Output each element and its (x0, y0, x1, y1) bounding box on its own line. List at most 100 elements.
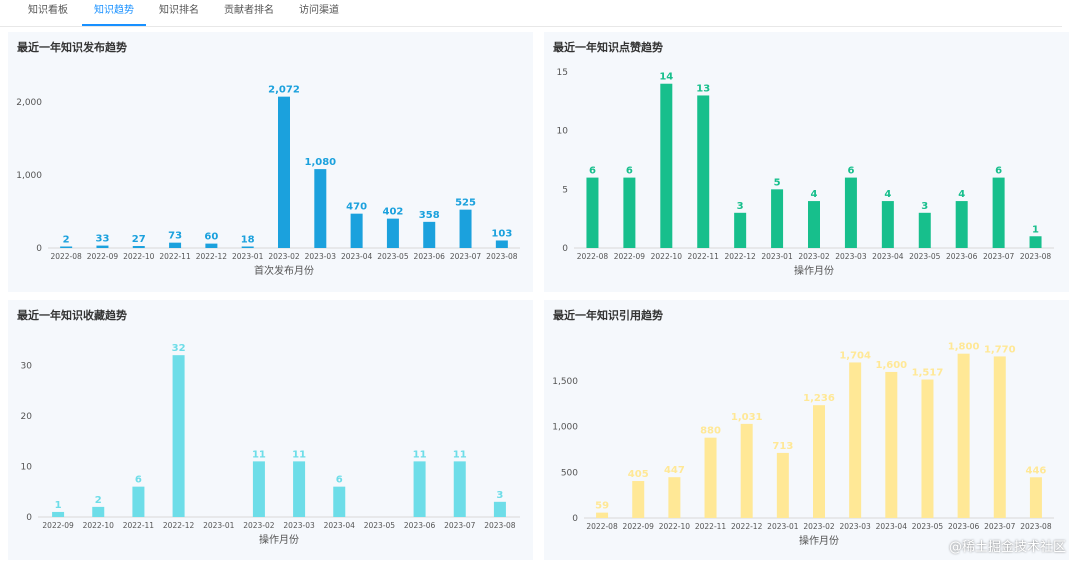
data-label: 6 (626, 166, 633, 177)
bar (849, 362, 862, 518)
data-label: 2 (63, 235, 70, 246)
x-tick-label: 2023-04 (324, 521, 356, 530)
bar (278, 96, 290, 248)
bar (740, 423, 753, 518)
tab-knowledge-board[interactable]: 知识看板 (28, 5, 68, 16)
data-label: 13 (696, 83, 710, 94)
y-tick-label: 10 (557, 127, 569, 137)
x-tick-label: 2023-07 (450, 252, 482, 261)
y-tick-label: 30 (21, 361, 33, 371)
bar (413, 461, 426, 517)
x-tick-label: 2023-05 (364, 521, 396, 530)
y-tick-label: 500 (561, 468, 578, 478)
y-tick-label: 10 (21, 462, 33, 472)
data-label: 60 (204, 232, 218, 243)
chart-title: 最近一年知识点赞趋势 (553, 41, 663, 54)
bar (459, 209, 472, 248)
x-tick-label: 2023-07 (983, 252, 1015, 261)
tab-knowledge-ranking[interactable]: 知识排名 (159, 5, 199, 16)
x-tick-label: 2023-05 (377, 252, 409, 261)
x-tick-label: 2023-08 (1020, 252, 1052, 261)
favorite-trend-chart: 0 10 20 30 1 2022-09 2 2022-10 6 2022-11 32 2022-12… (21, 343, 520, 546)
bar (776, 452, 789, 518)
data-label: 6 (135, 475, 142, 486)
bar (596, 512, 609, 518)
bar (241, 246, 254, 248)
tab-bar: 知识看板 知识趋势 知识排名 贡献者排名 访问渠道 (0, 0, 1062, 27)
data-label: 2,072 (268, 85, 300, 96)
x-axis-label: 操作月份 (259, 533, 299, 546)
x-tick-label: 2023-02 (268, 252, 300, 261)
x-tick-label: 2023-08 (486, 252, 518, 261)
bar (92, 506, 105, 517)
x-axis-label: 首次发布月份 (254, 264, 314, 277)
bar (1029, 477, 1042, 518)
bar (623, 177, 636, 248)
x-tick-label: 2022-08 (586, 522, 618, 531)
data-label: 1,517 (912, 368, 944, 379)
data-label: 713 (772, 441, 793, 452)
tab-access-channel[interactable]: 访问渠道 (299, 5, 339, 16)
x-tick-label: 2022-12 (196, 252, 228, 261)
bar (992, 177, 1005, 248)
x-tick-label: 2022-10 (83, 521, 115, 530)
x-tick-label: 2023-06 (414, 252, 446, 261)
data-label: 1,236 (803, 393, 835, 404)
data-label: 1 (1032, 224, 1039, 235)
bar (493, 501, 506, 517)
data-label: 525 (455, 198, 476, 209)
data-label: 470 (346, 202, 367, 213)
data-label: 6 (589, 166, 596, 177)
data-label: 11 (453, 449, 467, 460)
data-label: 59 (595, 501, 609, 512)
data-label: 4 (958, 189, 965, 200)
tab-contributor-ranking[interactable]: 贡献者排名 (224, 5, 274, 16)
bar (350, 213, 363, 248)
x-tick-label: 2023-04 (876, 522, 908, 531)
bar (697, 95, 710, 248)
x-tick-label: 2022-09 (614, 252, 646, 261)
y-tick-label: 0 (26, 513, 32, 523)
x-tick-label: 2023-06 (404, 521, 436, 530)
x-tick-label: 2022-11 (159, 252, 191, 261)
bar (771, 189, 784, 248)
x-tick-label: 2023-01 (767, 522, 799, 531)
x-axis-label: 操作月份 (799, 534, 839, 547)
data-label: 11 (252, 449, 266, 460)
bar (955, 201, 968, 248)
data-label: 2 (95, 495, 102, 506)
x-tick-label: 2023-05 (909, 252, 941, 261)
x-tick-label: 2023-03 (835, 252, 867, 261)
data-label: 3 (737, 201, 744, 212)
x-tick-label: 2023-07 (444, 521, 476, 530)
bar (495, 240, 508, 248)
data-label: 3 (921, 201, 928, 212)
data-label: 14 (659, 72, 673, 83)
chart-panel-reference: 最近一年知识引用趋势 0 500 1,000 1,500 59 2022-08 405 202… (544, 300, 1069, 560)
data-label: 402 (382, 207, 403, 218)
reference-trend-chart: 0 500 1,000 1,500 59 2022-08 405 2022-09 447 2022… (552, 342, 1054, 547)
data-label: 447 (664, 465, 685, 476)
x-tick-label: 2023-01 (761, 252, 793, 261)
data-label: 1,770 (984, 344, 1016, 355)
data-label: 6 (336, 475, 343, 486)
data-label: 103 (491, 228, 512, 239)
data-label: 4 (884, 189, 891, 200)
x-tick-label: 2022-11 (123, 521, 155, 530)
y-tick-label: 1,000 (552, 423, 578, 433)
x-tick-label: 2022-12 (724, 252, 756, 261)
bar (333, 486, 346, 517)
x-tick-label: 2022-12 (163, 521, 195, 530)
bar (132, 486, 145, 517)
data-label: 32 (172, 343, 186, 354)
data-label: 1,704 (839, 350, 871, 361)
x-tick-label: 2023-02 (243, 521, 275, 530)
tab-knowledge-trend[interactable]: 知识趋势 (82, 0, 146, 26)
chart-title: 最近一年知识收藏趋势 (17, 309, 127, 322)
y-tick-label: 0 (36, 244, 42, 254)
y-tick-label: 2,000 (16, 98, 42, 108)
x-tick-label: 2022-11 (688, 252, 720, 261)
bar (52, 511, 65, 517)
x-tick-label: 2023-03 (283, 521, 315, 530)
data-label: 1,600 (875, 360, 907, 371)
